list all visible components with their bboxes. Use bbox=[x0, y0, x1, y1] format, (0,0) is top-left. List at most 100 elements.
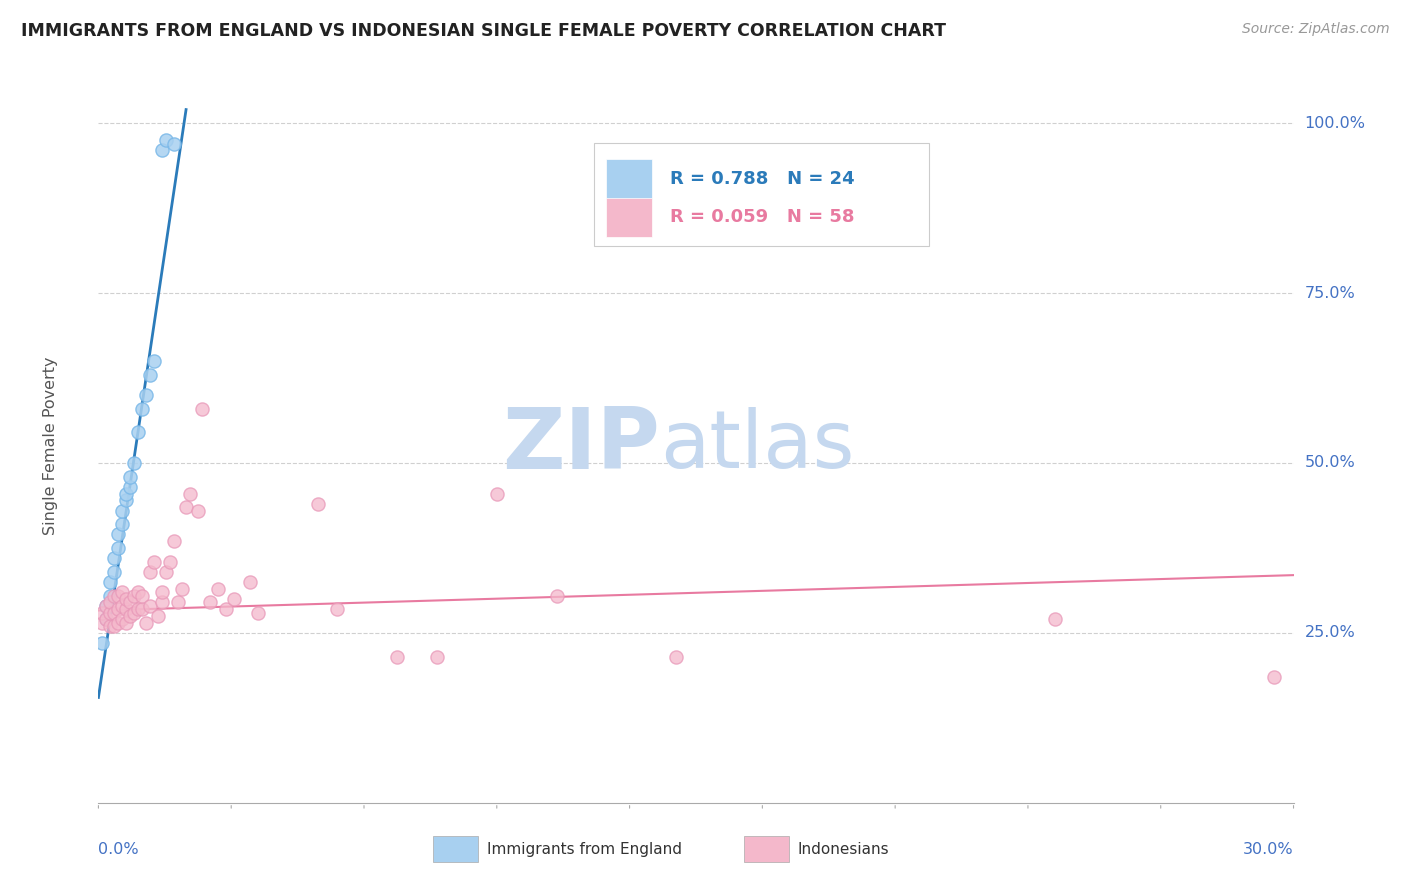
Point bbox=[1263, 670, 1285, 684]
Point bbox=[307, 497, 329, 511]
Point bbox=[215, 602, 238, 616]
Point bbox=[107, 527, 129, 541]
Text: IMMIGRANTS FROM ENGLAND VS INDONESIAN SINGLE FEMALE POVERTY CORRELATION CHART: IMMIGRANTS FROM ENGLAND VS INDONESIAN SI… bbox=[21, 22, 946, 40]
Point bbox=[167, 595, 190, 609]
Point bbox=[179, 486, 201, 500]
Point bbox=[124, 456, 146, 470]
Point bbox=[246, 606, 269, 620]
Point bbox=[198, 595, 221, 609]
Point bbox=[115, 602, 138, 616]
Point bbox=[155, 565, 177, 579]
Point bbox=[131, 401, 153, 416]
Text: Source: ZipAtlas.com: Source: ZipAtlas.com bbox=[1241, 22, 1389, 37]
Point bbox=[103, 551, 125, 566]
Point bbox=[111, 503, 134, 517]
Bar bbox=[606, 160, 652, 199]
Point bbox=[98, 595, 122, 609]
Text: 100.0%: 100.0% bbox=[1305, 116, 1365, 131]
Text: 30.0%: 30.0% bbox=[1243, 842, 1294, 856]
Point bbox=[103, 619, 125, 633]
Text: Indonesians: Indonesians bbox=[797, 842, 889, 856]
Text: 75.0%: 75.0% bbox=[1305, 285, 1355, 301]
Point bbox=[107, 541, 129, 555]
Point bbox=[115, 615, 138, 630]
Point bbox=[91, 636, 114, 650]
Point bbox=[546, 589, 568, 603]
Point bbox=[127, 425, 149, 440]
Point bbox=[1043, 612, 1066, 626]
Point bbox=[103, 565, 125, 579]
Point bbox=[135, 388, 157, 402]
Point bbox=[124, 606, 146, 620]
Bar bbox=[433, 837, 478, 862]
Point bbox=[135, 615, 157, 630]
Point bbox=[143, 354, 166, 368]
Point bbox=[111, 599, 134, 613]
Point bbox=[111, 612, 134, 626]
Point bbox=[326, 602, 349, 616]
Point bbox=[96, 612, 118, 626]
Point bbox=[155, 133, 177, 147]
Point bbox=[103, 589, 125, 603]
Text: 50.0%: 50.0% bbox=[1305, 456, 1355, 470]
Point bbox=[103, 606, 125, 620]
Point bbox=[127, 602, 149, 616]
Point bbox=[98, 606, 122, 620]
Point bbox=[96, 599, 118, 613]
Text: ZIP: ZIP bbox=[502, 404, 661, 488]
Point bbox=[139, 368, 162, 382]
Point bbox=[98, 574, 122, 589]
Bar bbox=[606, 198, 652, 237]
Point bbox=[187, 503, 209, 517]
Point bbox=[172, 582, 194, 596]
Point bbox=[127, 585, 149, 599]
FancyBboxPatch shape bbox=[595, 143, 929, 246]
Point bbox=[139, 599, 162, 613]
Point bbox=[124, 589, 146, 603]
Point bbox=[91, 606, 114, 620]
Point bbox=[139, 565, 162, 579]
Point bbox=[159, 555, 181, 569]
Point bbox=[120, 595, 142, 609]
Point bbox=[96, 599, 118, 613]
Bar bbox=[744, 837, 789, 862]
Point bbox=[91, 615, 114, 630]
Text: atlas: atlas bbox=[661, 407, 855, 485]
Text: 0.0%: 0.0% bbox=[98, 842, 139, 856]
Point bbox=[98, 589, 122, 603]
Point bbox=[120, 608, 142, 623]
Text: R = 0.059   N = 58: R = 0.059 N = 58 bbox=[669, 208, 855, 227]
Text: Single Female Poverty: Single Female Poverty bbox=[44, 357, 58, 535]
Point bbox=[163, 136, 186, 151]
Point bbox=[191, 401, 214, 416]
Point bbox=[111, 585, 134, 599]
Point bbox=[163, 534, 186, 549]
Point bbox=[239, 574, 262, 589]
Point bbox=[107, 589, 129, 603]
Point bbox=[150, 585, 173, 599]
Point bbox=[115, 486, 138, 500]
Point bbox=[150, 595, 173, 609]
Point bbox=[426, 649, 449, 664]
Text: R = 0.788   N = 24: R = 0.788 N = 24 bbox=[669, 170, 855, 188]
Point bbox=[107, 602, 129, 616]
Point bbox=[665, 649, 688, 664]
Point bbox=[120, 480, 142, 494]
Point bbox=[107, 615, 129, 630]
Point bbox=[222, 591, 245, 606]
Text: 25.0%: 25.0% bbox=[1305, 625, 1355, 640]
Point bbox=[120, 469, 142, 483]
Point bbox=[485, 486, 508, 500]
Point bbox=[111, 517, 134, 532]
Point bbox=[115, 591, 138, 606]
Point bbox=[96, 612, 118, 626]
Point bbox=[131, 602, 153, 616]
Point bbox=[131, 589, 153, 603]
Point bbox=[115, 493, 138, 508]
Point bbox=[174, 500, 197, 515]
Point bbox=[148, 608, 170, 623]
Point bbox=[143, 555, 166, 569]
Text: Immigrants from England: Immigrants from England bbox=[486, 842, 682, 856]
Point bbox=[385, 649, 409, 664]
Point bbox=[98, 619, 122, 633]
